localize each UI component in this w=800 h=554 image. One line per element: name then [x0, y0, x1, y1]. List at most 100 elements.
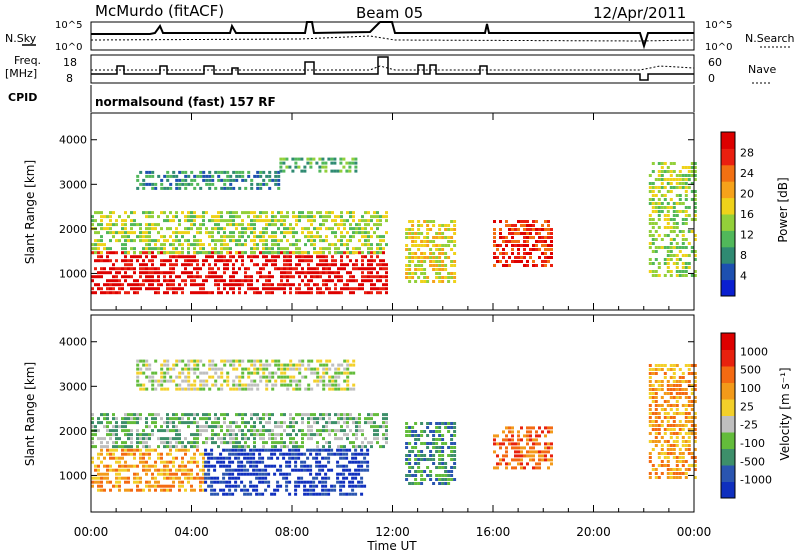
velocity-echo-cell — [160, 452, 163, 456]
power-echo-cell — [511, 252, 514, 255]
velocity-echo-cell — [316, 383, 320, 387]
velocity-echo-cell — [172, 472, 175, 476]
velocity-echo-cell — [493, 466, 496, 470]
power-echo-cell — [223, 279, 226, 283]
power-echo-cell — [121, 259, 124, 263]
velocity-echo-cell — [660, 396, 664, 399]
power-echo-cell — [232, 263, 235, 267]
power-echo-cell — [193, 178, 197, 182]
velocity-echo-cell — [316, 429, 319, 433]
velocity-echo-cell — [408, 458, 412, 461]
power-echo-cell — [112, 235, 115, 239]
power-echo-cell — [130, 275, 133, 279]
velocity-echo-cell — [306, 488, 310, 492]
power-echo-cell — [91, 251, 94, 255]
velocity-echo-cell — [295, 445, 298, 449]
velocity-echo-cell — [184, 387, 188, 391]
velocity-echo-cell — [678, 468, 682, 471]
velocity-echo-cell — [318, 492, 322, 496]
velocity-echo-cell — [217, 437, 220, 441]
power-echo-cell — [684, 190, 688, 193]
power-echo-cell — [352, 267, 355, 271]
power-echo-cell — [693, 214, 697, 217]
velocity-echo-cell — [438, 478, 442, 481]
power-echo-cell — [660, 186, 664, 189]
velocity-echo-cell — [190, 359, 194, 363]
power-echo-cell — [348, 161, 352, 165]
power-echo-cell — [184, 170, 188, 174]
velocity-echo-cell — [411, 466, 415, 469]
velocity-echo-cell — [672, 368, 676, 371]
velocity-echo-cell — [238, 379, 242, 383]
power-echo-cell — [247, 235, 250, 239]
power-echo-cell — [301, 255, 304, 259]
power-echo-cell — [139, 182, 143, 186]
velocity-echo-cell — [271, 413, 274, 417]
power-echo-cell — [127, 263, 130, 267]
velocity-echo-cell — [279, 448, 283, 452]
power-echo-cell — [681, 182, 685, 185]
power-echo-cell — [127, 239, 130, 243]
velocity-echo-cell — [193, 476, 196, 480]
velocity-echo-cell — [199, 433, 202, 437]
power-echo-cell — [133, 291, 136, 295]
power-echo-cell — [157, 251, 160, 255]
velocity-echo-cell — [106, 433, 109, 437]
power-echo-cell — [268, 247, 271, 251]
power-echo-cell — [145, 223, 148, 227]
power-echo-cell — [414, 264, 418, 267]
power-echo-cell — [139, 287, 142, 291]
velocity-echo-cell — [376, 413, 379, 417]
power-echo-cell — [106, 247, 109, 251]
velocity-echo-cell — [423, 442, 427, 445]
power-echo-cell — [169, 271, 172, 275]
power-echo-cell — [358, 231, 361, 235]
velocity-echo-cell — [304, 375, 308, 379]
velocity-echo-cell — [693, 460, 697, 463]
power-echo-cell — [235, 251, 238, 255]
power-echo-cell — [666, 218, 670, 221]
velocity-echo-cell — [358, 429, 361, 433]
power-echo-cell — [208, 251, 211, 255]
velocity-echo-cell — [184, 464, 187, 468]
power-echo-cell — [340, 251, 343, 255]
velocity-echo-cell — [166, 359, 170, 363]
velocity-echo-cell — [316, 421, 319, 425]
velocity-echo-cell — [684, 408, 688, 411]
power-echo-cell — [112, 283, 115, 287]
velocity-echo-cell — [426, 474, 430, 477]
power-echo-cell — [247, 211, 250, 215]
velocity-echo-cell — [382, 413, 385, 417]
velocity-echo-cell — [193, 413, 196, 417]
power-echo-cell — [160, 283, 163, 287]
velocity-echo-cell — [178, 448, 181, 452]
velocity-echo-cell — [354, 492, 358, 496]
velocity-echo-cell — [207, 452, 211, 456]
power-echo-cell — [94, 259, 97, 263]
power-echo-cell — [259, 271, 262, 275]
velocity-echo-cell — [136, 421, 139, 425]
power-echo-cell — [334, 287, 337, 291]
power-echo-cell — [139, 263, 142, 267]
velocity-echo-cell — [196, 472, 199, 476]
velocity-echo-cell — [193, 363, 197, 367]
velocity-echo-cell — [294, 456, 298, 460]
velocity-echo-cell — [223, 413, 226, 417]
velocity-echo-cell — [139, 476, 142, 480]
velocity-echo-cell — [441, 466, 445, 469]
velocity-echo-cell — [684, 468, 688, 471]
velocity-echo-cell — [663, 400, 667, 403]
power-echo-cell — [271, 275, 274, 279]
velocity-echo-cell — [124, 452, 127, 456]
power-echo-cell — [196, 263, 199, 267]
velocity-echo-cell — [279, 468, 283, 472]
velocity-echo-cell — [166, 476, 169, 480]
velocity-echo-cell — [660, 464, 664, 467]
velocity-echo-cell — [675, 464, 679, 467]
velocity-echo-cell — [444, 422, 448, 425]
velocity-echo-cell — [246, 488, 250, 492]
velocity-echo-cell — [118, 445, 121, 449]
velocity-echo-cell — [447, 446, 451, 449]
power-echo-cell — [420, 256, 424, 259]
velocity-echo-cell — [502, 458, 505, 462]
